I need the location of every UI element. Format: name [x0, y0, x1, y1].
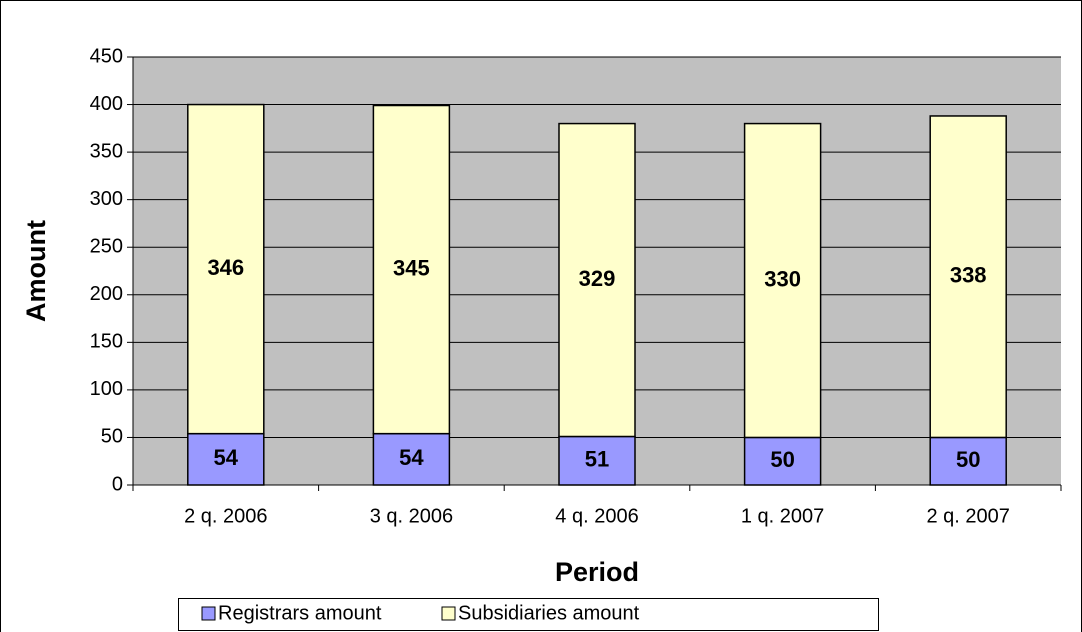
x-axis-title: Period — [555, 557, 639, 587]
data-label: 345 — [393, 255, 430, 280]
data-label: 54 — [399, 445, 424, 470]
bar-segment — [743, 436, 822, 486]
data-label: 330 — [764, 266, 801, 291]
data-label: 329 — [579, 266, 616, 291]
bar-segment — [929, 115, 1007, 439]
data-label: 54 — [214, 445, 239, 470]
x-tick-label: 3 q. 2006 — [370, 505, 453, 527]
x-tick-label: 2 q. 2007 — [926, 505, 1009, 527]
data-label: 50 — [770, 447, 794, 472]
bar-segment — [929, 436, 1007, 486]
bar-segment — [558, 122, 636, 438]
bar-segment — [372, 432, 451, 486]
y-tick-label: 450 — [90, 45, 123, 67]
legend — [178, 598, 879, 631]
bar-segment — [743, 122, 822, 439]
data-label: 346 — [207, 255, 244, 280]
data-label: 50 — [956, 447, 980, 472]
bar-segment — [187, 432, 265, 486]
y-tick-label: 100 — [90, 378, 123, 400]
y-tick-label: 350 — [90, 140, 123, 162]
bar-segment — [372, 104, 451, 435]
data-label: 338 — [950, 263, 987, 288]
bar-segment — [187, 103, 265, 435]
y-tick-label: 200 — [90, 283, 123, 305]
y-tick-label: 300 — [90, 188, 123, 210]
y-axis-title: Amount — [21, 220, 51, 322]
bar-segment — [558, 435, 636, 486]
y-tick-label: 50 — [101, 426, 123, 448]
y-tick-label: 0 — [112, 473, 123, 495]
x-tick-label: 1 q. 2007 — [741, 505, 824, 527]
y-tick-label: 400 — [90, 93, 123, 115]
x-tick-label: 2 q. 2006 — [184, 505, 267, 527]
legend-label: Subsidiaries amount — [458, 602, 640, 624]
legend-label: Registrars amount — [218, 602, 382, 624]
legend-swatch — [441, 606, 456, 621]
data-label: 51 — [585, 447, 609, 472]
legend-swatch — [201, 606, 216, 621]
y-tick-label: 150 — [90, 331, 123, 353]
y-tick-label: 250 — [90, 236, 123, 258]
x-tick-label: 4 q. 2006 — [555, 505, 638, 527]
